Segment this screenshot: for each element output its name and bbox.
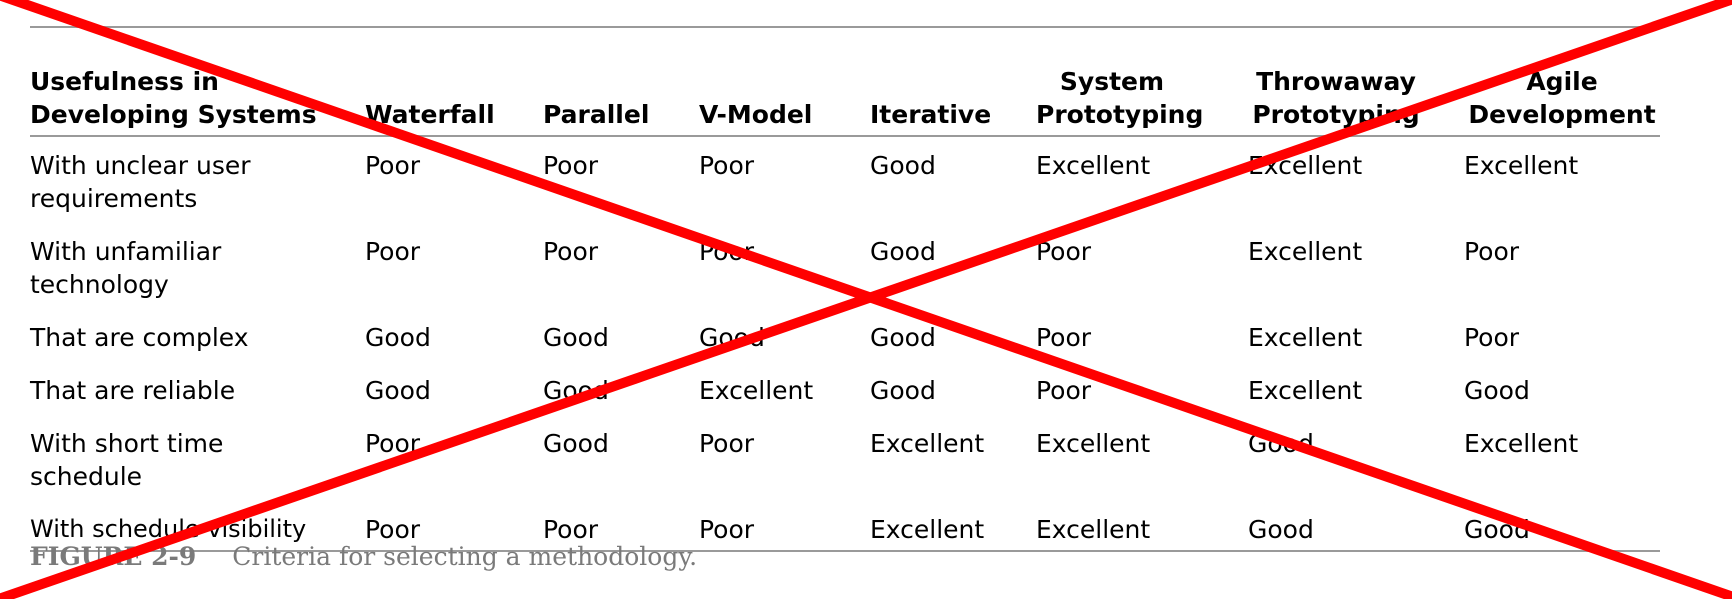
header-parallel: Parallel xyxy=(543,28,699,137)
cell-iterative: Excellent xyxy=(870,501,1036,552)
cell-waterfall: Good xyxy=(365,376,431,405)
cell-throwaway-prototyping: Excellent xyxy=(1248,323,1363,352)
cell-v-model: Poor xyxy=(699,501,870,552)
table-row: With short time schedule Poor Good Poor … xyxy=(30,415,1660,501)
cell-waterfall: Poor xyxy=(365,151,421,180)
row-label: That are reliable xyxy=(30,376,236,405)
cell-v-model: Poor xyxy=(699,429,755,458)
cell-iterative: Good xyxy=(870,237,936,266)
cell-v-model: Poor xyxy=(699,151,755,180)
cell-system-prototyping: Poor xyxy=(1036,323,1092,352)
cell-iterative: Good xyxy=(870,376,936,405)
cell-waterfall: Poor xyxy=(365,237,421,266)
figure-caption: FIGURE 2-9 Criteria for selecting a meth… xyxy=(30,542,697,571)
header-throwaway-prototyping: Throwaway Prototyping xyxy=(1248,28,1464,137)
cell-v-model: Poor xyxy=(699,237,755,266)
cell-system-prototyping: Excellent xyxy=(1036,429,1151,458)
cell-throwaway-prototyping: Excellent xyxy=(1248,151,1363,180)
cell-parallel: Good xyxy=(543,376,609,405)
cell-throwaway-prototyping: Good xyxy=(1248,429,1314,458)
methodology-criteria-table-container: Usefulness in Developing Systems Waterfa… xyxy=(30,26,1660,552)
table-row: That are reliable Good Good Excellent Go… xyxy=(30,362,1660,415)
cell-agile-development: Excellent xyxy=(1464,151,1579,180)
table-row: With unfamiliar technology Poor Poor Poo… xyxy=(30,223,1660,309)
cell-waterfall: Poor xyxy=(365,429,421,458)
table-row: That are complex Good Good Good Good Poo… xyxy=(30,309,1660,362)
row-label: With unclear user requirements xyxy=(30,151,251,213)
cell-throwaway-prototyping: Excellent xyxy=(1248,376,1363,405)
cell-iterative: Good xyxy=(870,151,936,180)
cell-system-prototyping: Poor xyxy=(1036,376,1092,405)
cell-agile-development: Poor xyxy=(1464,237,1520,266)
table-row: With unclear user requirements Poor Poor… xyxy=(30,136,1660,223)
cell-agile-development: Good xyxy=(1464,501,1660,552)
figure-caption-text: Criteria for selecting a methodology. xyxy=(232,542,698,571)
methodology-criteria-table: Usefulness in Developing Systems Waterfa… xyxy=(30,28,1660,552)
cell-system-prototyping: Poor xyxy=(1036,237,1092,266)
cell-agile-development: Good xyxy=(1464,376,1530,405)
cell-system-prototyping: Excellent xyxy=(1036,151,1151,180)
cell-throwaway-prototyping: Good xyxy=(1248,501,1464,552)
header-v-model: V-Model xyxy=(699,28,870,137)
header-waterfall: Waterfall xyxy=(365,28,543,137)
cell-parallel: Good xyxy=(543,323,609,352)
cell-throwaway-prototyping: Excellent xyxy=(1248,237,1363,266)
figure-number: FIGURE 2-9 xyxy=(30,542,197,571)
cell-parallel: Poor xyxy=(543,151,599,180)
cell-iterative: Excellent xyxy=(870,429,985,458)
row-label: With unfamiliar technology xyxy=(30,237,222,299)
cell-v-model: Excellent xyxy=(699,376,814,405)
cell-waterfall: Good xyxy=(365,323,431,352)
header-iterative: Iterative xyxy=(870,28,1036,137)
cell-iterative: Good xyxy=(870,323,936,352)
cell-agile-development: Poor xyxy=(1464,323,1520,352)
cell-agile-development: Excellent xyxy=(1464,429,1579,458)
header-usefulness: Usefulness in Developing Systems xyxy=(30,28,365,137)
header-agile-development: Agile Development xyxy=(1464,28,1660,137)
header-system-prototyping: System Prototyping xyxy=(1036,28,1248,137)
row-label: With short time schedule xyxy=(30,429,224,491)
cell-v-model: Good xyxy=(699,323,765,352)
table-header-row: Usefulness in Developing Systems Waterfa… xyxy=(30,28,1660,137)
row-label: That are complex xyxy=(30,323,249,352)
cell-parallel: Good xyxy=(543,429,609,458)
cell-system-prototyping: Excellent xyxy=(1036,501,1248,552)
cell-parallel: Poor xyxy=(543,237,599,266)
